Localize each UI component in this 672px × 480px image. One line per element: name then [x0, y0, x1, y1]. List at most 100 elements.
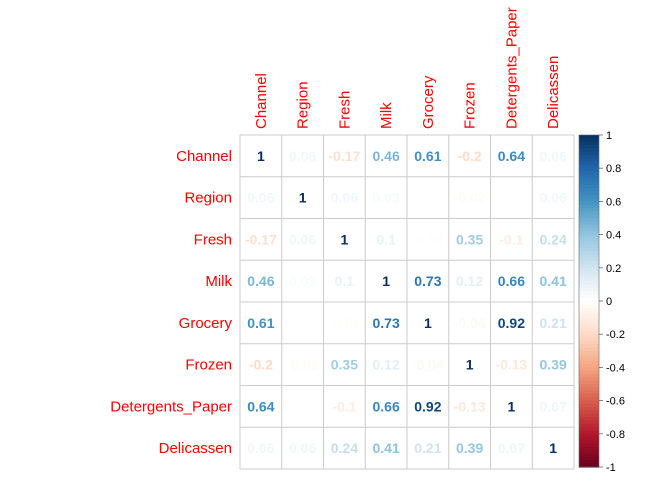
cell-Grocery-Grocery: [407, 302, 449, 344]
colorbar-band: [579, 204, 599, 209]
value-label: 1: [340, 231, 348, 247]
cell-Milk-Fresh: [323, 260, 366, 302]
colorbar-band: [579, 267, 599, 272]
colorbar-band: [579, 301, 599, 305]
colorbar-band: [579, 161, 599, 166]
row-label-region: Region: [184, 190, 232, 207]
value-label: 1: [257, 148, 265, 164]
colorbar-band: [579, 141, 599, 146]
colorbar-band: [579, 397, 599, 402]
colorbar-band: [579, 334, 599, 339]
cell-Region-Delicassen: [532, 176, 574, 219]
value-label: 0.46: [373, 148, 400, 164]
value-label: -0.01: [328, 315, 360, 331]
colorbar-band: [579, 314, 599, 319]
colorbar-band: [579, 171, 599, 176]
cell-Milk-Region: [281, 260, 324, 302]
colorbar-band: [579, 224, 599, 229]
value-label: 0.24: [331, 440, 358, 456]
value-label: 1: [549, 440, 557, 456]
cell-Detergents_Paper-Delicassen: [532, 385, 574, 428]
colorbar-band: [579, 164, 599, 169]
value-label: 0.61: [414, 148, 441, 164]
row-labels: Channel Region Fresh Milk Grocery Frozen Deter…: [110, 148, 232, 457]
colorbar-band: [579, 208, 599, 212]
cell-Milk-Milk: [365, 260, 407, 302]
colorbar-band: [579, 191, 599, 196]
value-label: -0.1: [499, 231, 523, 247]
colorbar-band: [579, 357, 599, 362]
value-label: 0.12: [456, 273, 483, 289]
value-label: 0.35: [331, 357, 358, 373]
colorbar-band: [579, 380, 599, 385]
value-label: 0.06: [331, 190, 358, 206]
colorbar-band: [579, 413, 599, 418]
cell-Detergents_Paper-Grocery: [407, 385, 449, 428]
cell-Fresh-Channel: [240, 218, 282, 261]
cell-Frozen-Detergents_Paper: [490, 343, 533, 386]
colorbar-band: [579, 168, 599, 173]
value-label: -0.04: [412, 357, 444, 373]
colorbar-band: [579, 387, 599, 392]
colorbar-band: [579, 337, 599, 342]
cell-Channel-Delicassen: [532, 135, 574, 177]
colorbar-band: [579, 367, 599, 372]
value-label: -0.02: [454, 190, 486, 206]
row-label-fresh: Fresh: [194, 231, 232, 248]
value-label: 0.06: [540, 190, 567, 206]
colorbar-tick-label: -0.6: [606, 396, 625, 408]
colorbar-band: [579, 247, 599, 252]
colorbar-band: [579, 284, 599, 289]
cell-Milk-Frozen: [448, 260, 491, 302]
colorbar-band: [579, 251, 599, 256]
colorbar-band: [579, 148, 599, 153]
value-label: 0.06: [247, 190, 274, 206]
colorbar-band: [579, 271, 599, 276]
colorbar-band: [579, 433, 599, 438]
colorbar-tick-label: 0.6: [606, 196, 621, 208]
colorbar-band: [579, 277, 599, 282]
cell-Channel-Detergents_Paper: [490, 135, 533, 177]
cell-Detergents_Paper-Frozen: [448, 385, 491, 428]
value-label: 0.21: [414, 440, 441, 456]
cell-Frozen-Channel: [240, 343, 282, 386]
value-label: 0.06: [540, 148, 567, 164]
colorbar-band: [579, 310, 599, 315]
cell-Delicassen-Frozen: [448, 427, 491, 469]
colorbar-tick-label: 0: [606, 296, 612, 308]
colorbar-band: [579, 354, 599, 359]
cell-Milk-Channel: [240, 260, 282, 302]
value-label: 0.06: [289, 148, 316, 164]
cell-Delicassen-Grocery: [407, 427, 449, 469]
colorbar-band: [579, 340, 599, 345]
cell-Grocery-Region: [281, 302, 324, 344]
colorbar-band: [579, 135, 599, 139]
cell-Fresh-Milk: [365, 218, 407, 261]
colorbar-band: [579, 420, 599, 425]
cell-Channel-Fresh: [323, 135, 366, 177]
value-label: 1: [382, 273, 390, 289]
colorbar-band: [579, 174, 599, 179]
cell-Grocery-Frozen: [448, 302, 491, 344]
col-label-channel: Channel: [253, 73, 270, 129]
cell-Detergents_Paper-Milk: [365, 385, 407, 428]
colorbar-tick-label: -0.2: [606, 329, 625, 341]
colorbar-tick-label: 0.2: [606, 263, 621, 275]
value-label: 1: [299, 190, 307, 206]
colorbar-band: [579, 374, 599, 378]
cell-Region-Region: [281, 176, 324, 219]
colorbar-band: [579, 158, 599, 163]
colorbar-band: [579, 297, 599, 302]
colorbar-band: [579, 393, 599, 398]
value-label: -0.17: [245, 231, 277, 247]
cell-Detergents_Paper-Detergents_Paper: [490, 385, 533, 428]
cell-Region-Milk: [365, 176, 407, 219]
value-label: 0.41: [540, 273, 567, 289]
cell-Frozen-Milk: [365, 343, 407, 386]
cell-Channel-Frozen: [448, 135, 491, 177]
colorbar-tick-label: -0.8: [606, 429, 625, 441]
colorbar-band: [579, 437, 599, 442]
colorbar-band: [579, 423, 599, 428]
colorbar-band: [579, 194, 599, 199]
colorbar-band: [579, 427, 599, 432]
